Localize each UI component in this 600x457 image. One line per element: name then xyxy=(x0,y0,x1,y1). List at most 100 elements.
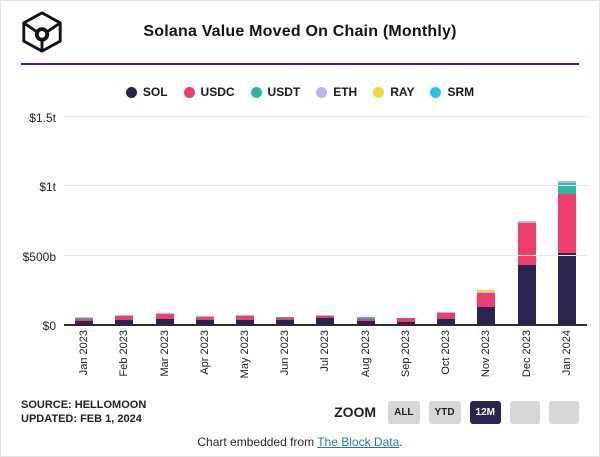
bar-segment-usdt xyxy=(75,318,94,320)
gridline xyxy=(64,185,587,187)
bar-segment-usdc xyxy=(115,315,134,321)
footer: SOURCE: HELLOMOON UPDATED: FEB 1, 2024 Z… xyxy=(1,388,599,426)
bar-segment-eth xyxy=(477,291,496,293)
bar-segment-sol xyxy=(517,265,536,324)
bars-container xyxy=(64,109,587,324)
x-tick-jan-2024: Jan 2024 xyxy=(560,330,573,376)
gridline xyxy=(64,116,587,117)
bar-segment-usdc xyxy=(396,318,415,322)
x-tick-mar-2023: Mar 2023 xyxy=(158,330,171,377)
zoom-controls-label: ZOOM xyxy=(334,404,377,420)
bar-aug-2023[interactable] xyxy=(356,317,375,324)
legend-label: ETH xyxy=(333,85,358,99)
bar-jan-2024[interactable] xyxy=(557,180,576,324)
embed-period: . xyxy=(399,435,403,449)
bar-segment-usdt xyxy=(557,183,576,195)
legend-item-eth[interactable]: ETH xyxy=(316,85,357,99)
bar-segment-usdc xyxy=(477,292,496,307)
zoom-controls: ZOOM ALL YTD 12M xyxy=(334,400,579,424)
bar-segment-usdc xyxy=(235,315,254,320)
sol-legend-dot-icon xyxy=(125,86,137,98)
bar-sep-2023[interactable] xyxy=(396,318,415,324)
bar-oct-2023[interactable] xyxy=(437,311,456,324)
bar-segment-sol xyxy=(396,321,415,324)
legend-item-ray[interactable]: RAY xyxy=(373,85,414,99)
bar-segment-usdc xyxy=(276,318,295,321)
bar-segment-sol xyxy=(477,306,496,324)
bar-segment-eth xyxy=(517,221,536,224)
bar-mar-2023[interactable] xyxy=(155,312,174,324)
bar-segment-eth xyxy=(195,315,214,317)
zoom-button-blank[interactable] xyxy=(549,400,579,424)
bar-segment-usdc xyxy=(356,319,375,321)
ray-legend-dot-icon xyxy=(373,86,385,98)
eth-legend-dot-icon xyxy=(316,86,328,98)
bar-segment-eth xyxy=(155,312,174,314)
bar-dec-2023[interactable] xyxy=(517,221,536,324)
x-tick-jun-2023: Jun 2023 xyxy=(279,330,292,376)
embed-text: Chart embedded from xyxy=(197,435,318,449)
y-tick-label: $1t xyxy=(39,180,56,195)
bar-segment-usdc xyxy=(437,312,456,319)
y-axis: $1.5t $1t $500b $0 xyxy=(1,109,64,333)
bar-segment-eth xyxy=(75,316,94,319)
bar-segment-srm xyxy=(356,317,375,319)
x-tick-nov-2023: Nov 2023 xyxy=(480,330,493,378)
legend-label: USDT xyxy=(267,85,301,99)
bar-segment-sol xyxy=(557,253,576,324)
zoom-button-ytd[interactable]: YTD xyxy=(428,400,461,424)
legend-item-usdc[interactable]: USDC xyxy=(183,85,235,99)
x-tick-dec-2023: Dec 2023 xyxy=(520,330,533,378)
source-line: SOURCE: HELLOMOON xyxy=(21,399,147,411)
y-tick-label: $1.5t xyxy=(29,111,56,125)
chart: $1.5t $1t $500b $0 xyxy=(1,109,587,333)
usdc-legend-dot-icon xyxy=(183,86,195,98)
bar-jun-2023[interactable] xyxy=(276,317,295,324)
embed-attribution: Chart embedded from The Block Data. xyxy=(1,435,599,449)
x-tick-may-2023: May 2023 xyxy=(238,330,251,379)
x-tick-oct-2023: Oct 2023 xyxy=(440,330,453,375)
legend-label: RAY xyxy=(390,85,415,99)
the-block-logo[interactable] xyxy=(19,9,65,55)
legend-label: SOL xyxy=(142,85,168,99)
legend-item-sol[interactable]: SOL xyxy=(125,85,168,99)
bar-jul-2023[interactable] xyxy=(316,315,335,324)
bar-segment-eth xyxy=(235,314,254,316)
x-axis-labels: Jan 2023 Feb 2023 Mar 2023 Apr 2023 May 2023… xyxy=(64,330,587,388)
bar-segment-eth xyxy=(115,314,134,316)
bar-segment-ray xyxy=(477,290,496,292)
bar-nov-2023[interactable] xyxy=(477,290,496,324)
updated-line: UPDATED: FEB 1, 2024 xyxy=(21,413,142,425)
bar-segment-usdc xyxy=(517,223,536,266)
source-attribution: SOURCE: HELLOMOON UPDATED: FEB 1, 2024 xyxy=(21,398,146,426)
legend-label: USDC xyxy=(200,85,235,99)
bar-jan-2023[interactable] xyxy=(75,316,94,324)
legend-item-srm[interactable]: SRM xyxy=(430,85,474,99)
y-tick-label: $0 xyxy=(42,319,56,333)
bar-segment-eth xyxy=(437,311,456,313)
x-tick-jul-2023: Jul 2023 xyxy=(319,330,332,372)
bar-segment-sol xyxy=(235,319,254,324)
bar-feb-2023[interactable] xyxy=(115,314,134,324)
the-block-data-link[interactable]: The Block Data xyxy=(317,435,400,449)
x-tick-aug-2023: Aug 2023 xyxy=(359,330,372,378)
bar-segment-sol xyxy=(437,318,456,324)
bar-segment-sol xyxy=(195,320,214,324)
bar-segment-eth xyxy=(316,315,335,317)
bar-segment-sol xyxy=(75,321,94,324)
page-title: Solana Value Moved On Chain (Monthly) xyxy=(143,23,457,40)
bar-segment-usdc xyxy=(75,319,94,322)
bar-segment-sol xyxy=(155,318,174,324)
zoom-button-blank[interactable] xyxy=(510,400,540,424)
legend-item-usdt[interactable]: USDT xyxy=(250,85,301,99)
x-tick-jan-2023: Jan 2023 xyxy=(78,330,91,376)
x-tick-apr-2023: Apr 2023 xyxy=(198,330,211,375)
x-tick-feb-2023: Feb 2023 xyxy=(118,330,131,377)
accent-divider xyxy=(21,63,579,65)
bar-segment-sol xyxy=(356,320,375,324)
bar-may-2023[interactable] xyxy=(235,314,254,324)
zoom-button-12m[interactable]: 12M xyxy=(469,400,501,424)
bar-segment-usdt xyxy=(276,317,295,319)
bar-apr-2023[interactable] xyxy=(195,315,214,324)
zoom-button-all[interactable]: ALL xyxy=(388,400,420,424)
